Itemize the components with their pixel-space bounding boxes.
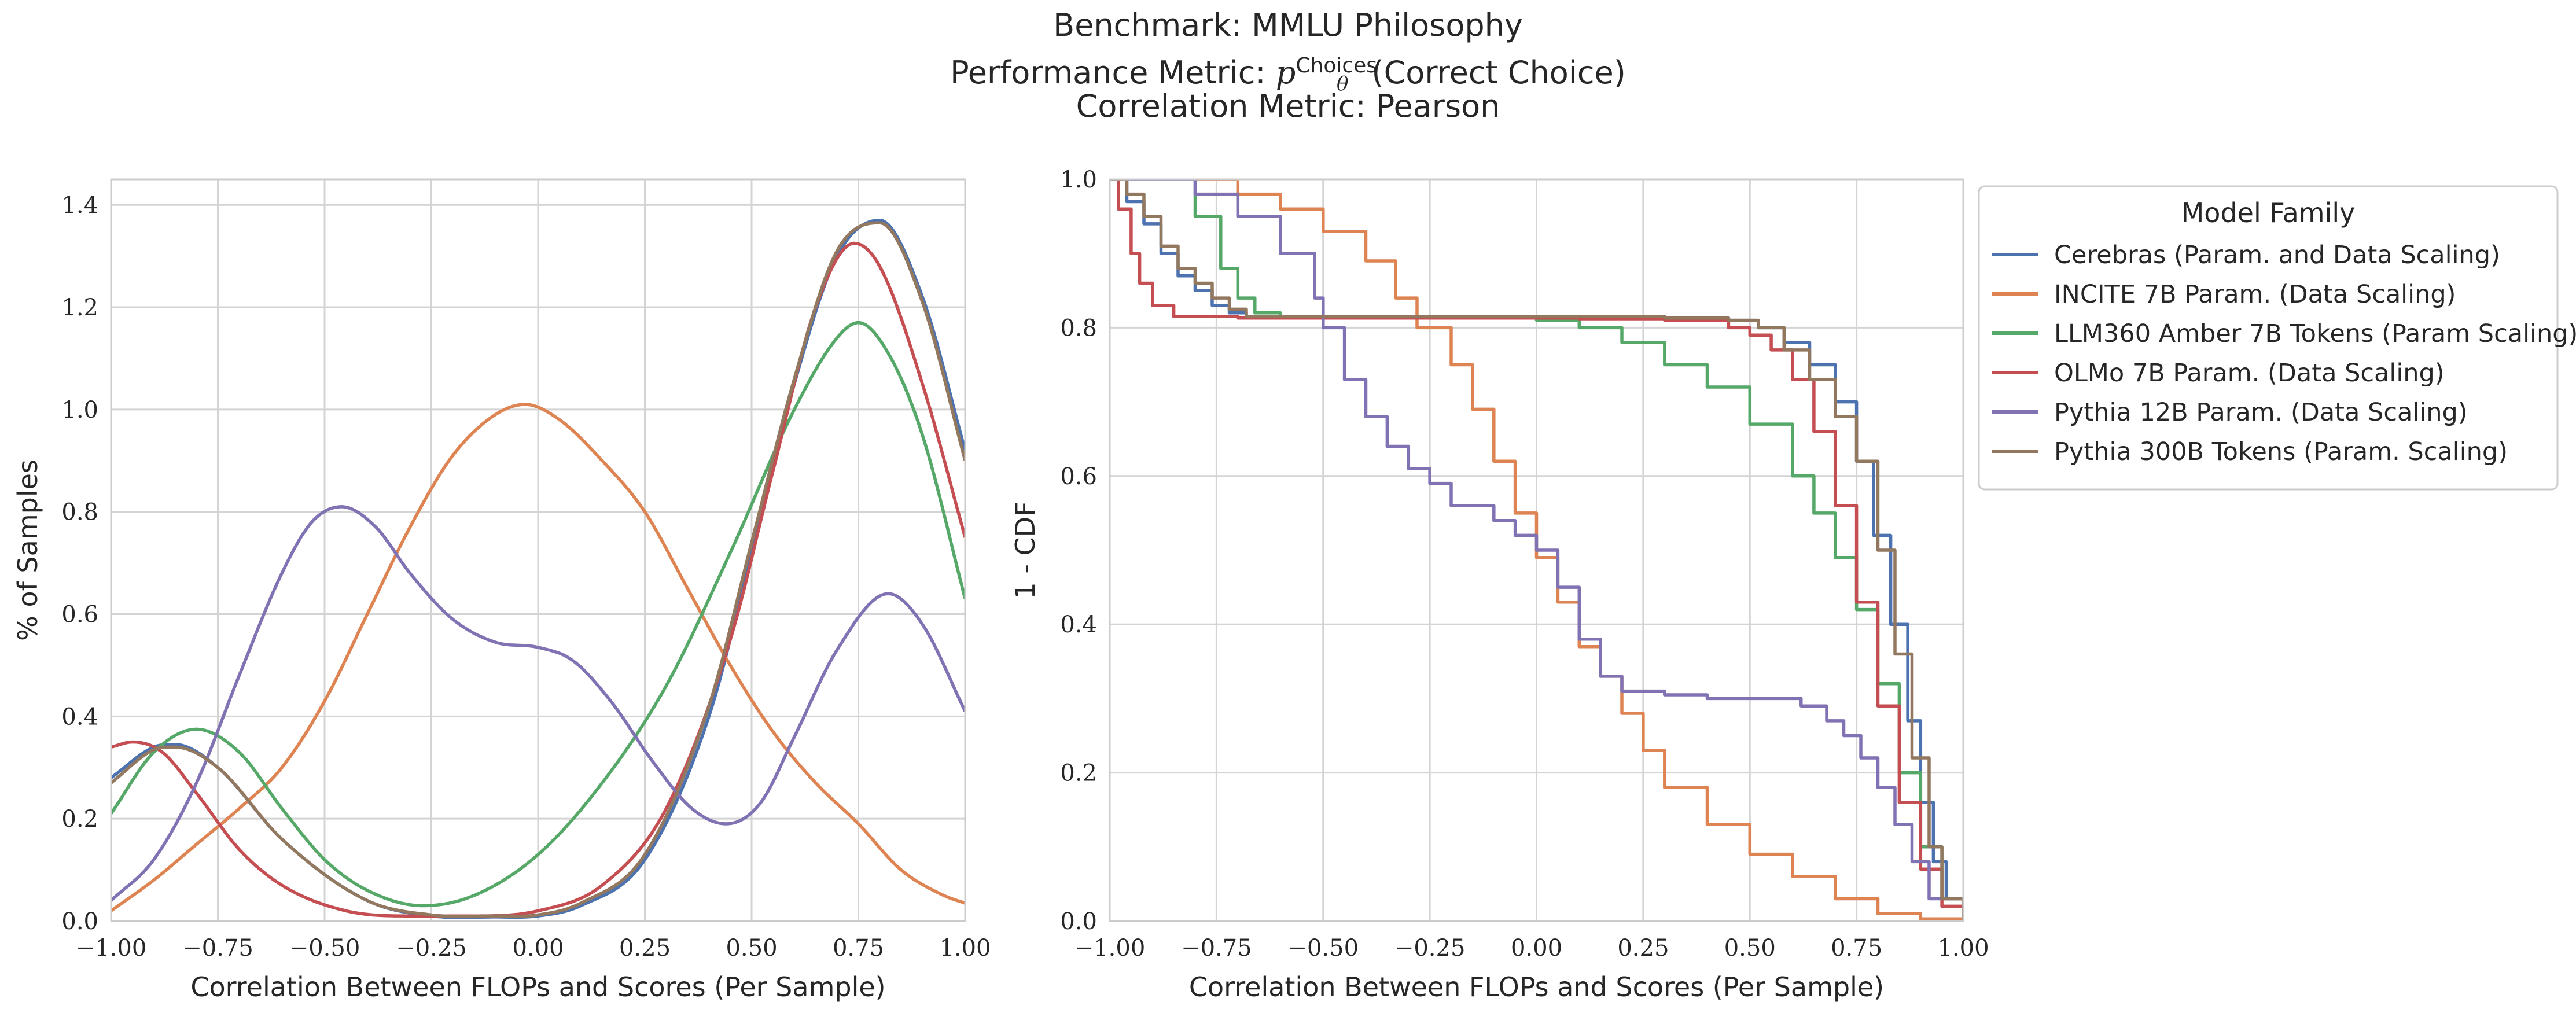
y-tick-label: 0.8 (61, 499, 98, 526)
x-axis-label: Correlation Between FLOPs and Scores (Pe… (190, 971, 885, 1003)
y-tick-label: 1.2 (61, 294, 98, 321)
legend-entry: Pythia 300B Tokens (Param. Scaling) (2054, 437, 2508, 466)
title-correlation-metric: Correlation Metric: Pearson (1076, 88, 1500, 124)
series-line-3 (1110, 179, 1963, 921)
series-line-4 (111, 505, 965, 902)
legend: Model Family Cerebras (Param. and Data Sc… (1978, 185, 2576, 491)
legend-entry: INCITE 7B Param. (Data Scaling) (2054, 280, 2456, 309)
x-tick-label: 1.00 (1937, 935, 1989, 962)
y-tick-label: 1.0 (61, 397, 98, 423)
x-tick-label: 0.00 (1511, 935, 1562, 962)
x-axis-label: Correlation Between FLOPs and Scores (Pe… (1189, 971, 1884, 1003)
y-tick-label: 0.0 (61, 908, 98, 935)
title-metric-prefix: Performance Metric: (950, 54, 1276, 91)
x-tick-label: 0.50 (726, 935, 777, 962)
cdf-panel: −1.00 −0.75 −0.50 −0.25 0.00 0.25 0.50 0.75 1.00… (1010, 167, 1989, 1003)
plot-frame (1109, 178, 1964, 922)
legend-entry: Cerebras (Param. and Data Scaling) (2054, 241, 2500, 270)
y-tick-label: 1.0 (1060, 167, 1097, 193)
y-tick-label: 1.4 (61, 192, 98, 219)
x-tick-label: 0.50 (1724, 935, 1776, 962)
y-tick-label: 0.4 (61, 703, 98, 730)
legend-entry: Pythia 12B Param. (Data Scaling) (2054, 398, 2468, 427)
series-line-1 (111, 403, 965, 912)
title-metric-sub: θ (1337, 72, 1349, 95)
series-line-5 (1110, 179, 1963, 921)
x-tick-label: −0.50 (289, 935, 360, 962)
x-tick-label: 0.75 (833, 935, 884, 962)
y-axis-label: 1 - CDF (1010, 501, 1041, 599)
series-line-2 (1110, 179, 1963, 921)
title-benchmark: Benchmark: MMLU Philosophy (1053, 7, 1523, 43)
y-tick-label: 0.6 (61, 602, 98, 628)
x-tick-label: 1.00 (939, 935, 991, 962)
series-line-4 (1110, 179, 1963, 921)
y-tick-label: 0.4 (1060, 612, 1097, 638)
x-tick-label: −1.00 (76, 935, 147, 962)
series-line-2 (111, 321, 965, 908)
legend-title: Model Family (2181, 197, 2356, 229)
x-tick-label: −1.00 (1074, 935, 1146, 962)
figure-title: Benchmark: MMLU Philosophy Performance M… (0, 0, 2576, 139)
legend-box (1978, 185, 2559, 491)
y-tick-label: 0.2 (1060, 760, 1097, 787)
y-tick-label: 0.6 (1060, 463, 1097, 490)
x-tick-label: 0.75 (1831, 935, 1882, 962)
x-tick-label: −0.50 (1287, 935, 1359, 962)
y-tick-label: 0.8 (1060, 315, 1097, 341)
series-line-5 (111, 221, 965, 918)
x-tick-label: −0.75 (182, 935, 253, 962)
title-metric-symbol: p (1275, 54, 1296, 91)
x-tick-label: −0.25 (1394, 935, 1466, 962)
title-metric-sup: Choices (1296, 54, 1378, 78)
x-tick-label: 0.25 (619, 935, 671, 962)
plot-frame (110, 178, 966, 922)
density-panel: −1.00 −0.75 −0.50 −0.25 0.00 0.25 0.50 0.75 1.00… (12, 178, 991, 1003)
x-tick-label: −0.75 (1181, 935, 1252, 962)
legend-entry: LLM360 Amber 7B Tokens (Param Scaling) (2054, 319, 2576, 348)
title-performance-metric: Performance Metric: pChoicesθ (Correct Ch… (0, 47, 2576, 102)
x-tick-label: −0.25 (396, 935, 467, 962)
title-metric-suffix: (Correct Choice) (1371, 54, 1626, 91)
x-tick-label: 0.25 (1617, 935, 1669, 962)
y-axis-label: % of Samples (12, 459, 43, 641)
legend-entry: OLMo 7B Param. (Data Scaling) (2054, 359, 2445, 388)
x-tick-label: 0.00 (512, 935, 564, 962)
y-tick-label: 0.2 (61, 806, 98, 833)
y-tick-label: 0.0 (1060, 908, 1097, 935)
